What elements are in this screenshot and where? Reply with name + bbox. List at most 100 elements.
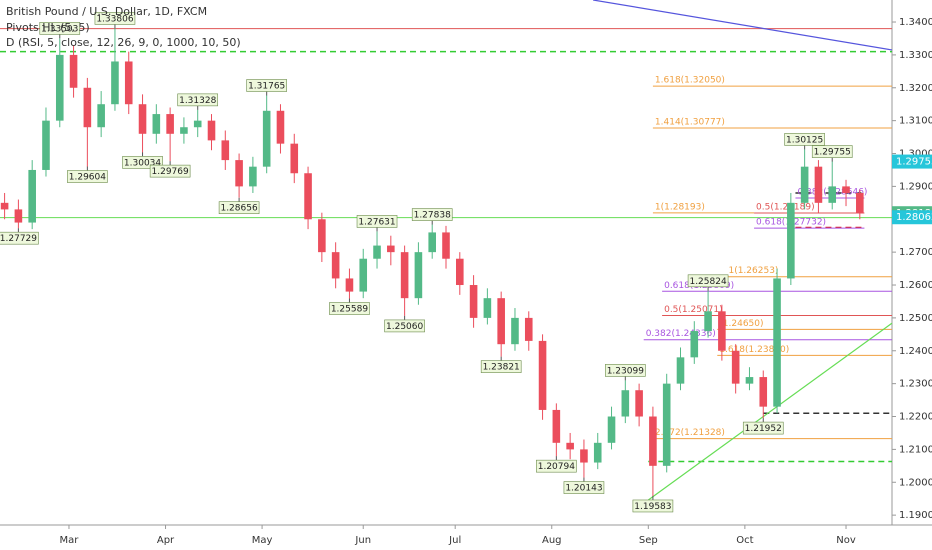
pivot-box bbox=[356, 215, 398, 228]
pivot-label: 1.29604 bbox=[69, 173, 106, 183]
candle-body bbox=[359, 258, 368, 292]
y-tick-label: 1.3000 bbox=[899, 149, 932, 160]
candle-body bbox=[759, 377, 768, 407]
y-tick-label: 1.2900 bbox=[899, 181, 932, 192]
price-tag-label: 1.29755 bbox=[896, 157, 932, 168]
candle-body bbox=[718, 311, 726, 351]
candle-body bbox=[55, 54, 64, 121]
candle-body bbox=[28, 169, 36, 223]
candle-body bbox=[552, 409, 561, 443]
candle-body bbox=[580, 449, 588, 463]
candle-body bbox=[400, 252, 409, 299]
pivot-label: 1.31765 bbox=[248, 81, 285, 91]
x-tick-label: Oct bbox=[736, 535, 753, 546]
y-tick-label: 1.3200 bbox=[899, 83, 932, 94]
y-tick-label: 1.2300 bbox=[899, 379, 932, 390]
candle-body bbox=[856, 192, 864, 214]
candle-body bbox=[83, 87, 92, 128]
candle-body bbox=[469, 285, 478, 318]
candle-body bbox=[262, 110, 271, 167]
x-tick-label: Sep bbox=[639, 535, 658, 546]
pivot-label: 1.20794 bbox=[538, 462, 575, 472]
pivot-box bbox=[149, 164, 191, 178]
fib-label: 0.382(1.24336) bbox=[646, 329, 716, 339]
trend-line bbox=[593, 0, 893, 51]
y-tick-label: 1.2200 bbox=[899, 412, 932, 423]
pivot-label: 1.20143 bbox=[565, 484, 602, 494]
candle-body bbox=[731, 350, 740, 384]
fib-label: 1.618(1.23860) bbox=[719, 345, 789, 355]
candle-body bbox=[14, 209, 23, 223]
candle-body bbox=[621, 390, 630, 417]
fib-label: 2.272(1.21328) bbox=[655, 428, 725, 438]
pivot-label: 1.25824 bbox=[689, 277, 726, 287]
fib-label: 1(1.26253) bbox=[728, 266, 778, 276]
y-tick-label: 1.2100 bbox=[899, 444, 932, 455]
candle-body bbox=[207, 120, 216, 141]
candle-body bbox=[221, 140, 230, 161]
fib-label: 0.5(1.25071) bbox=[664, 305, 723, 315]
candle-body bbox=[828, 186, 837, 203]
candle-body bbox=[511, 317, 519, 345]
pivot-box bbox=[218, 201, 260, 215]
candle-body bbox=[0, 202, 9, 210]
price-tag-label: 1.28062 bbox=[896, 212, 932, 223]
x-tick-label: Aug bbox=[542, 535, 562, 546]
candle-body bbox=[787, 202, 795, 279]
candle-body bbox=[442, 232, 450, 259]
chart-title: British Pound / U.S. Dollar, 1D, FXCM bbox=[6, 5, 207, 18]
x-tick-label: Jul bbox=[448, 535, 461, 546]
candle-body bbox=[69, 54, 78, 88]
candle-body bbox=[373, 245, 381, 259]
candle-body bbox=[387, 245, 395, 253]
pivot-label: 1.23099 bbox=[607, 366, 644, 376]
x-tick-label: Apr bbox=[157, 535, 175, 546]
candle-body bbox=[304, 173, 312, 220]
pivot-label: 1.29755 bbox=[814, 148, 851, 158]
candle-body bbox=[773, 278, 781, 407]
candle-body bbox=[414, 252, 423, 299]
candle-body bbox=[138, 104, 147, 134]
candle-body bbox=[235, 160, 243, 187]
candle-body bbox=[483, 298, 492, 318]
pivot-label: 1.27729 bbox=[0, 234, 37, 244]
pivot-label: 1.29769 bbox=[152, 167, 189, 177]
candle-body bbox=[290, 143, 299, 174]
pivot-label: 1.27838 bbox=[414, 211, 451, 221]
pivot-box bbox=[411, 208, 453, 221]
y-tick-label: 1.2700 bbox=[899, 247, 932, 258]
candle-body bbox=[538, 340, 547, 410]
y-tick-label: 1.3300 bbox=[899, 50, 932, 61]
y-tick-label: 1.1900 bbox=[899, 510, 932, 521]
pivot-label: 1.19583 bbox=[634, 502, 671, 512]
pivot-box bbox=[687, 274, 729, 288]
pivot-label: 1.21952 bbox=[745, 424, 782, 434]
candle-body bbox=[635, 390, 643, 417]
candle-body bbox=[193, 120, 202, 128]
candle-body bbox=[662, 383, 671, 466]
pivot-box bbox=[94, 12, 136, 25]
fib-label: 0.5(1.28189) bbox=[756, 203, 815, 213]
candle-body bbox=[690, 331, 699, 358]
candle-body bbox=[124, 61, 133, 105]
candle-body bbox=[166, 114, 174, 134]
candle-body bbox=[180, 127, 188, 134]
candle-body bbox=[607, 416, 616, 443]
candle-body bbox=[345, 278, 354, 292]
y-tick-label: 1.2400 bbox=[899, 346, 932, 357]
pivot-box bbox=[246, 79, 287, 92]
candle-body bbox=[249, 166, 257, 187]
x-tick-label: Jun bbox=[354, 535, 371, 546]
indicator-label: Pivots HL (5, 5) bbox=[6, 21, 90, 34]
pivot-label: 1.28656 bbox=[220, 204, 257, 214]
candle-body bbox=[524, 317, 533, 341]
plot: 1.618(1.32050)1.414(1.30777)0.382(1.2864… bbox=[0, 0, 893, 513]
candle-body bbox=[842, 186, 850, 193]
candle-body bbox=[593, 442, 602, 463]
pivot-box bbox=[384, 319, 425, 333]
y-tick-label: 1.3400 bbox=[899, 17, 932, 28]
price-tag bbox=[892, 210, 932, 225]
fib-label: 1.618(1.32050) bbox=[655, 76, 725, 86]
candle-body bbox=[676, 357, 685, 384]
